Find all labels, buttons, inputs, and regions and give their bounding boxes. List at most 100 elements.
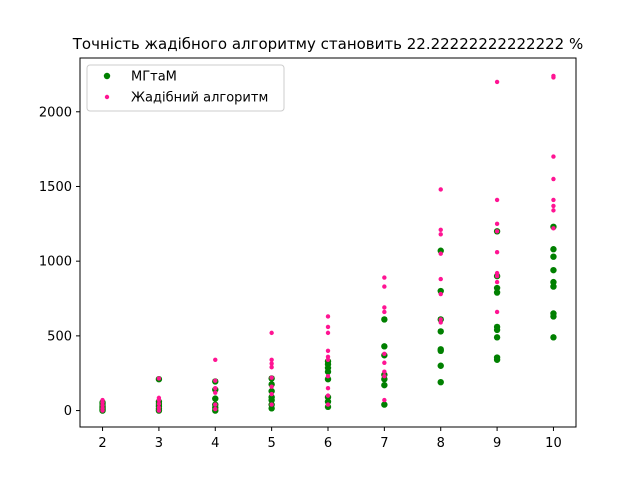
data-point [382, 351, 387, 356]
x-tick-label: 7 [380, 436, 388, 451]
data-point [325, 348, 331, 354]
legend-marker [104, 94, 110, 100]
data-point [156, 405, 162, 410]
data-point [382, 397, 387, 403]
data-point [493, 323, 501, 331]
x-tick-label: 2 [98, 436, 106, 451]
x-tick-label: 10 [545, 436, 562, 451]
data-point [494, 197, 500, 203]
data-point [269, 365, 274, 370]
data-point [494, 270, 500, 276]
data-point [551, 197, 556, 203]
data-point [551, 226, 556, 231]
data-point [438, 187, 443, 192]
data-point [269, 375, 274, 380]
data-point [382, 275, 387, 280]
data-point [438, 232, 443, 237]
data-point [213, 357, 218, 362]
data-point [212, 395, 219, 402]
data-point [269, 357, 274, 362]
data-point [494, 229, 500, 234]
chart-title: Точність жадібного алгоритму становить 2… [72, 35, 583, 53]
data-point [550, 253, 557, 260]
data-point [438, 291, 443, 297]
data-point [494, 279, 500, 285]
data-point [325, 330, 331, 336]
data-point [325, 354, 331, 359]
data-point [381, 381, 388, 389]
series-2 [100, 73, 556, 413]
data-point [269, 330, 274, 336]
data-point [325, 402, 331, 407]
data-point [437, 378, 444, 386]
data-point [551, 73, 556, 79]
y-tick-label: 0 [64, 404, 72, 419]
data-point [213, 390, 218, 395]
data-point [551, 203, 556, 209]
data-point [325, 393, 331, 398]
data-point [156, 395, 162, 401]
legend-label: Жадібний алгоритм [131, 91, 268, 106]
data-point [382, 284, 387, 289]
data-point [382, 369, 387, 374]
y-tick-label: 1000 [39, 255, 72, 270]
data-point [156, 376, 162, 381]
data-point [550, 278, 557, 286]
data-point [437, 346, 444, 353]
data-point [493, 289, 501, 296]
data-point [382, 360, 387, 365]
data-point [493, 354, 501, 361]
y-tick-label: 500 [47, 329, 72, 344]
data-point [213, 402, 218, 407]
legend: МГтаМ Жадібний алгоритм [86, 64, 285, 112]
data-point [494, 79, 500, 85]
axis-ticks: 2 3 4 5 6 7 8 9 10 0 500 1000 1500 2000 [39, 105, 562, 451]
data-point [550, 266, 557, 274]
data-point [325, 374, 331, 379]
data-point [494, 309, 500, 315]
data-point [325, 385, 331, 391]
x-tick-label: 8 [437, 436, 445, 451]
data-point [438, 251, 443, 256]
data-point [550, 246, 557, 253]
data-point [269, 391, 274, 397]
data-point [437, 328, 444, 335]
data-point [213, 406, 218, 412]
data-point [494, 250, 500, 255]
data-point [325, 324, 331, 330]
data-point [550, 310, 557, 317]
data-point [382, 374, 387, 379]
x-tick-label: 6 [324, 436, 332, 451]
y-tick-label: 2000 [39, 105, 72, 120]
data-point [381, 401, 388, 408]
data-point [100, 397, 105, 403]
data-point [382, 309, 387, 315]
data-point [381, 343, 388, 350]
x-tick-label: 9 [493, 436, 501, 451]
y-tick-label: 1500 [39, 180, 72, 195]
data-point [551, 154, 556, 159]
data-point [550, 283, 557, 290]
data-point [493, 284, 501, 292]
data-point [381, 316, 388, 323]
data-point [269, 361, 274, 366]
data-point [551, 176, 556, 182]
data-point [493, 334, 501, 341]
legend-box [86, 64, 285, 112]
data-point [437, 362, 444, 369]
data-point [269, 402, 274, 407]
data-point [269, 384, 274, 389]
data-point [550, 334, 557, 341]
data-point [551, 208, 556, 213]
x-tick-label: 5 [267, 436, 275, 451]
legend-marker [103, 72, 111, 80]
data-point [438, 227, 443, 232]
data-point [494, 221, 500, 227]
data-point [213, 378, 218, 383]
data-point [156, 401, 162, 407]
x-tick-label: 4 [211, 436, 219, 451]
legend-label: МГтаМ [131, 70, 177, 85]
x-tick-label: 3 [155, 436, 163, 451]
data-point [438, 317, 443, 322]
